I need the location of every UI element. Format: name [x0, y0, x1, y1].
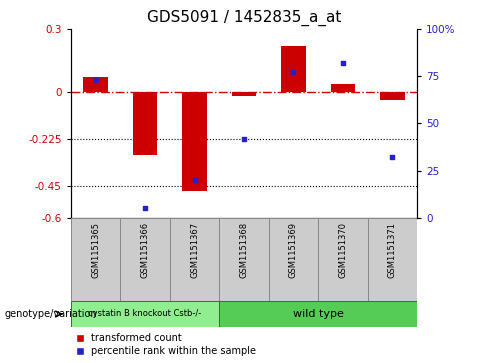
Bar	[219, 301, 417, 327]
Text: cystatin B knockout Cstb-/-: cystatin B knockout Cstb-/-	[88, 310, 202, 318]
Bar	[170, 218, 219, 301]
Text: GSM1151371: GSM1151371	[388, 222, 397, 278]
Bar	[71, 218, 120, 301]
Point	[388, 155, 396, 160]
Legend: transformed count, percentile rank within the sample: transformed count, percentile rank withi…	[76, 333, 256, 356]
Bar	[269, 218, 318, 301]
Title: GDS5091 / 1452835_a_at: GDS5091 / 1452835_a_at	[147, 10, 341, 26]
Text: GSM1151368: GSM1151368	[240, 222, 248, 278]
Point	[191, 177, 199, 183]
Bar	[71, 301, 219, 327]
Text: GSM1151369: GSM1151369	[289, 222, 298, 278]
Bar	[232, 92, 256, 96]
Point	[240, 136, 248, 142]
Text: GSM1151366: GSM1151366	[141, 222, 149, 278]
Point	[339, 60, 347, 66]
Bar	[219, 218, 269, 301]
Text: GSM1151367: GSM1151367	[190, 222, 199, 278]
Bar	[331, 83, 355, 92]
Bar	[182, 92, 207, 191]
Bar	[133, 92, 157, 155]
Bar	[318, 218, 368, 301]
Bar	[368, 218, 417, 301]
Bar	[281, 46, 306, 92]
Point	[289, 70, 297, 76]
Bar	[83, 77, 108, 92]
Point	[92, 77, 100, 83]
Bar	[380, 92, 405, 100]
Bar	[120, 218, 170, 301]
Text: genotype/variation: genotype/variation	[5, 309, 98, 319]
Text: GSM1151365: GSM1151365	[91, 222, 100, 278]
Text: GSM1151370: GSM1151370	[339, 222, 347, 278]
Point	[141, 205, 149, 211]
Text: wild type: wild type	[293, 309, 344, 319]
